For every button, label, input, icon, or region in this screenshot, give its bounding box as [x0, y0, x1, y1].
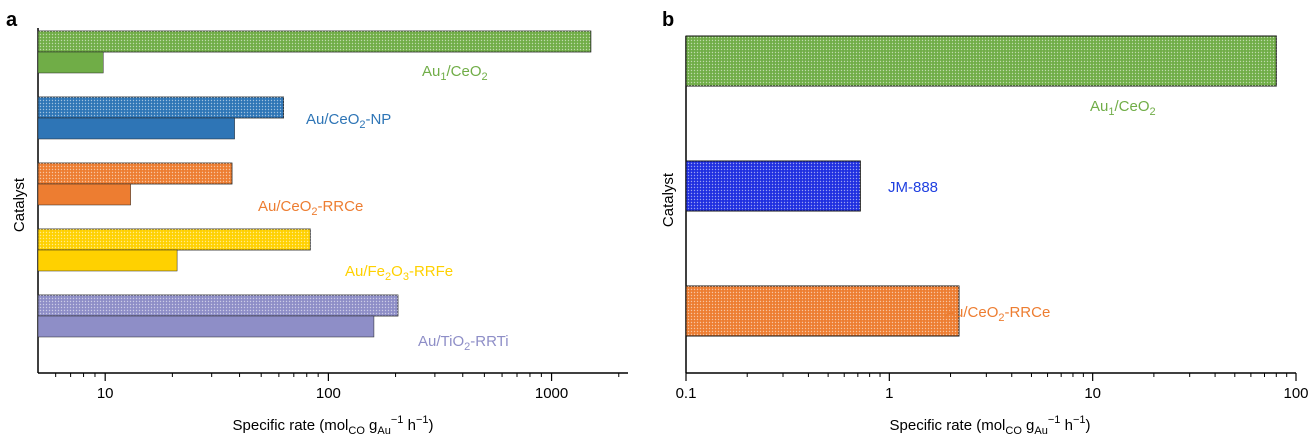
series-label: Au1/CeO2 [1090, 98, 1156, 118]
series-label: Au/TiO2-RRTi [418, 333, 509, 353]
x-axis-label: Specific rate (molCO gAu−1 h−1) [890, 414, 1091, 437]
bar-bottom [37, 183, 131, 206]
bar-texture [686, 36, 1277, 86]
series-label: Au1/CeO2 [422, 63, 488, 83]
panel-a: a Catalyst 10 100 1000 Specific rate (molCO g… [6, 9, 628, 437]
bar-texture [686, 161, 861, 211]
x-tick-label: 0.1 [676, 385, 697, 402]
bar-top-texture [38, 295, 398, 316]
x-tick-label: 1000 [535, 385, 568, 402]
x-axis-label: Specific rate (molCO gAu−1 h−1) [233, 414, 434, 437]
bar-top-texture [38, 163, 233, 184]
x-tick-label: 10 [97, 385, 114, 402]
series-label: Au/CeO2-RRCe [258, 198, 363, 218]
x-tick-label: 1 [885, 385, 893, 402]
bar-texture [686, 286, 959, 336]
bar-bottom [37, 249, 178, 272]
series-label: JM-888 [888, 179, 938, 196]
y-axis-label: Catalyst [660, 172, 677, 227]
bar-bottom [37, 51, 104, 74]
bar-bottom [37, 315, 375, 338]
y-axis-label: Catalyst [11, 177, 28, 232]
x-tick-label: 100 [1283, 385, 1308, 402]
series-label: Au/CeO2-NP [306, 111, 391, 131]
x-tick-label: 100 [316, 385, 341, 402]
x-tick-label: 10 [1084, 385, 1101, 402]
bar-top-texture [38, 229, 311, 250]
series-label: Au/Fe2O3-RRFe [345, 263, 453, 283]
panel-b: b Catalyst 0.1 1 10 100 Specific rate (molCO g… [660, 9, 1309, 437]
bar-top-texture [38, 97, 284, 118]
bar-top-texture [38, 31, 591, 52]
series-label: Au/CeO2-RRCe [945, 304, 1050, 324]
panel-a-letter: a [6, 9, 18, 31]
bar-bottom [37, 117, 235, 140]
panel-b-letter: b [662, 9, 674, 31]
